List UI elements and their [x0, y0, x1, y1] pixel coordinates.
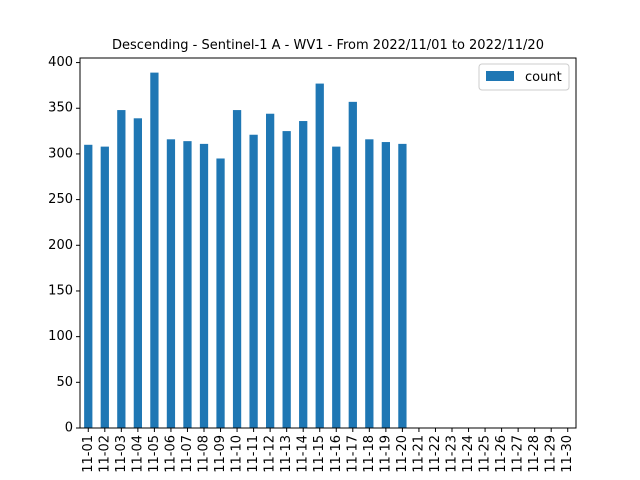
- bar-11-15: [315, 83, 324, 428]
- x-tick-label: 11-04: [130, 435, 145, 473]
- x-tick-label: 11-12: [263, 435, 278, 473]
- x-tick-label: 11-02: [97, 435, 112, 473]
- x-tick-label: 11-03: [114, 435, 129, 473]
- y-tick-label: 400: [48, 55, 73, 70]
- bar-11-07: [183, 141, 192, 428]
- bar-11-03: [117, 110, 126, 428]
- x-tick-label: 11-07: [180, 435, 195, 473]
- y-tick-label: 300: [48, 146, 73, 161]
- legend-swatch: [486, 71, 514, 81]
- x-tick-label: 11-20: [395, 435, 410, 473]
- x-tick-label: 11-14: [296, 435, 311, 473]
- y-tick-label: 0: [65, 421, 73, 436]
- bar-11-17: [348, 101, 357, 428]
- x-tick-label: 11-11: [246, 435, 261, 473]
- bar-11-13: [282, 131, 291, 428]
- x-tick-label: 11-06: [163, 435, 178, 473]
- x-axis: 11-01 11-02 11-03 11-04 11-05 11-06 11-07 11-08…: [81, 428, 575, 473]
- bar-11-10: [232, 110, 242, 428]
- y-axis: 0 50 100 150 200 250 300 350 400: [48, 55, 80, 436]
- legend: count: [478, 63, 570, 91]
- bar-11-11: [249, 134, 258, 429]
- x-tick-label: 11-25: [478, 435, 493, 473]
- x-tick-label: 11-09: [213, 435, 228, 473]
- x-tick-label: 11-08: [197, 435, 212, 473]
- bar-11-02: [100, 146, 109, 428]
- bar-11-04: [133, 118, 142, 429]
- legend-box: [478, 63, 570, 91]
- bar-11-06: [166, 139, 176, 428]
- x-tick-label: 11-22: [428, 435, 443, 473]
- chart-title: Descending - Sentinel-1 A - WV1 - From 2…: [112, 38, 544, 53]
- y-tick-label: 150: [48, 283, 73, 298]
- bar-11-09: [216, 158, 225, 429]
- y-tick-label: 350: [48, 101, 73, 116]
- x-tick-label: 11-19: [378, 435, 393, 473]
- x-tick-label: 11-27: [511, 435, 526, 473]
- bars-layer: [84, 72, 407, 429]
- x-tick-label: 11-24: [461, 435, 476, 473]
- y-tick-label: 200: [48, 238, 73, 253]
- x-tick-label: 11-01: [81, 435, 96, 473]
- y-tick-label: 100: [48, 329, 73, 344]
- bar-11-12: [266, 113, 275, 428]
- x-tick-label: 11-15: [312, 435, 327, 473]
- bar-11-08: [199, 143, 209, 428]
- bar-11-01: [84, 144, 93, 429]
- legend-label: count: [525, 70, 562, 85]
- x-tick-label: 11-30: [560, 435, 575, 473]
- bar-11-20: [398, 143, 407, 428]
- x-tick-label: 11-10: [230, 435, 245, 473]
- x-tick-label: 11-26: [494, 435, 509, 473]
- x-tick-label: 11-05: [147, 435, 162, 473]
- plot-frame: [79, 57, 577, 429]
- x-tick-label: 11-13: [279, 435, 294, 473]
- y-tick-label: 250: [48, 192, 73, 207]
- bar-11-05: [150, 72, 159, 429]
- x-tick-label: 11-29: [544, 435, 559, 473]
- bar-11-16: [332, 146, 341, 428]
- bar-11-18: [365, 139, 374, 428]
- x-tick-label: 11-21: [411, 435, 426, 473]
- x-tick-label: 11-18: [362, 435, 377, 473]
- x-tick-label: 11-23: [445, 435, 460, 473]
- bar-11-14: [299, 121, 308, 428]
- x-tick-label: 11-28: [527, 435, 542, 473]
- y-tick-label: 50: [56, 375, 73, 390]
- bar-11-19: [381, 142, 390, 429]
- x-tick-label: 11-17: [345, 435, 360, 473]
- x-tick-label: 11-16: [329, 435, 344, 473]
